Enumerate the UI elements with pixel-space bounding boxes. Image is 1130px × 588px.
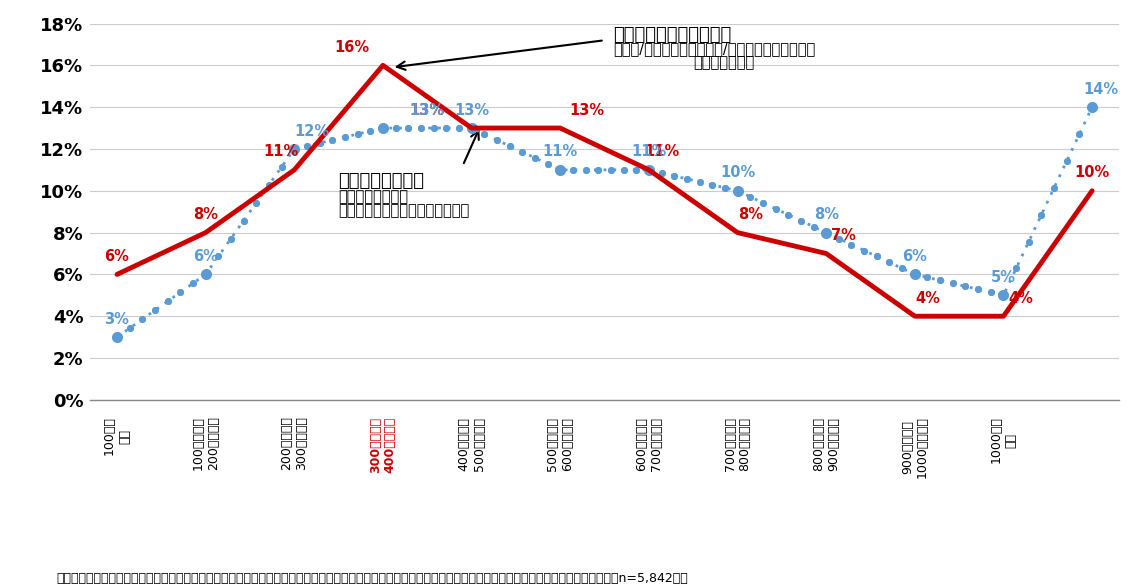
Text: 「平成２９年就業構造基本調査」: 「平成２９年就業構造基本調査」 (339, 203, 470, 218)
Text: （本業/副業、主たる生計者/そうでない者の合計）: （本業/副業、主たる生計者/そうでない者の合計） (614, 41, 816, 56)
Text: 13%: 13% (410, 102, 445, 118)
Text: 3%: 3% (105, 312, 130, 327)
Text: 雇用者の世帯年収: 雇用者の世帯年収 (339, 172, 425, 190)
Text: 12%: 12% (295, 123, 330, 139)
Text: 6%: 6% (903, 249, 928, 264)
Text: 13%: 13% (454, 102, 489, 118)
Text: 200万円以上
300万円未満: 200万円以上 300万円未満 (280, 416, 308, 470)
Text: 11%: 11% (644, 145, 680, 159)
Text: 1000万円
以上: 1000万円 以上 (990, 416, 1017, 463)
Text: 100万円
未満: 100万円 未満 (103, 416, 131, 456)
Text: 4%: 4% (915, 290, 940, 306)
Text: （本業、世帯主）: （本業、世帯主） (339, 189, 409, 203)
Text: 700万円以上
800万円未満: 700万円以上 800万円未満 (723, 416, 751, 470)
Text: 11%: 11% (632, 145, 667, 159)
Text: 10%: 10% (720, 165, 755, 181)
Text: 6%: 6% (193, 249, 218, 264)
Text: 400万円以上
500万円未満: 400万円以上 500万円未満 (458, 416, 486, 470)
Text: 10%: 10% (1075, 165, 1110, 181)
Text: 11%: 11% (542, 145, 577, 159)
Text: 8%: 8% (814, 207, 838, 222)
Text: フリーランスの世帯年収: フリーランスの世帯年収 (614, 26, 731, 44)
Text: 11%: 11% (263, 145, 298, 159)
Text: 13%: 13% (410, 102, 445, 118)
Text: 900万円以上
1000万円未満: 900万円以上 1000万円未満 (901, 416, 929, 479)
Text: 8%: 8% (738, 207, 764, 222)
Text: 300万円以上
400万円未満: 300万円以上 400万円未満 (368, 416, 397, 473)
Text: 「今回の調査」: 「今回の調査」 (693, 55, 755, 70)
Text: 6%: 6% (105, 249, 130, 264)
Text: 8%: 8% (193, 207, 218, 222)
Text: 500万円以上
600万円未満: 500万円以上 600万円未満 (546, 416, 574, 470)
Text: 600万円以上
700万円未満: 600万円以上 700万円未満 (635, 416, 663, 470)
Text: 5%: 5% (991, 270, 1016, 285)
Text: 16%: 16% (334, 40, 370, 55)
Text: 800万円以上
900万円未満: 800万円以上 900万円未満 (812, 416, 841, 470)
Text: （注）「あなたのご家庭の直近一年間の世帯年収を教えてください。」（単一回答）という設問への回答を集計。ただし「答えたくない」と回答した者を除いて集計（n=5,8: （注）「あなたのご家庭の直近一年間の世帯年収を教えてください。」（単一回答）とい… (56, 572, 688, 585)
Text: 13%: 13% (570, 102, 605, 118)
Text: 7%: 7% (832, 228, 857, 243)
Text: 4%: 4% (1009, 290, 1034, 306)
Text: 14%: 14% (1084, 82, 1119, 96)
Text: 100万円以上
200万円未満: 100万円以上 200万円未満 (192, 416, 219, 470)
